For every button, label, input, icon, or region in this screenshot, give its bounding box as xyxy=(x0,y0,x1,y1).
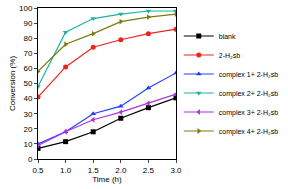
svg-text:60: 60 xyxy=(23,64,32,73)
svg-text:complex 2+ 2-H₂sb: complex 2+ 2-H₂sb xyxy=(219,90,278,98)
svg-text:0.5: 0.5 xyxy=(32,166,44,175)
svg-text:70: 70 xyxy=(23,49,32,58)
svg-text:90: 90 xyxy=(23,19,32,28)
svg-text:100: 100 xyxy=(19,4,33,13)
svg-text:2.5: 2.5 xyxy=(143,166,155,175)
svg-text:80: 80 xyxy=(23,34,32,43)
svg-text:complex 1+ 2-H₂sb: complex 1+ 2-H₂sb xyxy=(219,71,278,79)
svg-text:30: 30 xyxy=(23,110,32,119)
svg-text:1.0: 1.0 xyxy=(60,166,72,175)
svg-text:complex 3+ 2-H₂sb: complex 3+ 2-H₂sb xyxy=(219,109,278,117)
svg-text:2.0: 2.0 xyxy=(115,166,127,175)
svg-text:50: 50 xyxy=(23,79,32,88)
svg-text:Time (h): Time (h) xyxy=(92,175,122,184)
svg-text:3.0: 3.0 xyxy=(170,166,182,175)
svg-text:0: 0 xyxy=(28,155,33,164)
svg-text:40: 40 xyxy=(23,94,32,103)
svg-text:blank: blank xyxy=(219,33,236,40)
svg-text:Conversion (%): Conversion (%) xyxy=(8,56,17,111)
svg-text:10: 10 xyxy=(23,140,32,149)
svg-text:2-H₂sb: 2-H₂sb xyxy=(219,52,240,59)
svg-text:20: 20 xyxy=(23,125,32,134)
svg-text:complex 4+ 2-H₂sb: complex 4+ 2-H₂sb xyxy=(219,128,278,136)
svg-text:1.5: 1.5 xyxy=(88,166,100,175)
